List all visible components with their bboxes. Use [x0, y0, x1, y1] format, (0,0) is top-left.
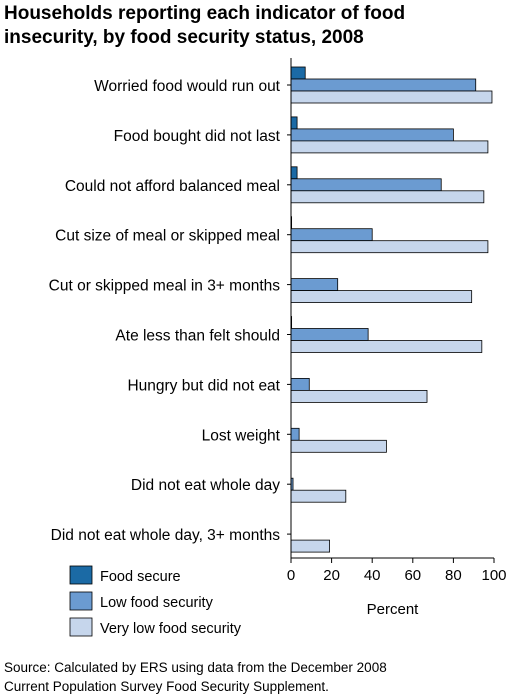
legend-label: Very low food security [100, 621, 242, 637]
bar-chart: Worried food would run out Food bought di… [49, 58, 507, 637]
category-label: Ate less than felt should [115, 328, 280, 345]
source-note: Source: Calculated by ERS using data fro… [4, 658, 504, 696]
chart-title-line-1: Households reporting each indicator of f… [4, 3, 406, 24]
x-tick-label: 60 [404, 567, 421, 584]
legend: Food secure Low food security Very low foo… [69, 565, 242, 637]
x-tick-label: 100 [481, 567, 506, 584]
category-label: Did not eat whole day, 3+ months [51, 527, 281, 544]
bar-very-low-food-security [290, 90, 493, 104]
legend-label: Low food security [100, 595, 214, 611]
chart-title-line-2: insecurity, by food security status, 200… [4, 27, 364, 48]
bar-very-low-food-security [290, 489, 347, 503]
x-tick-label: 20 [323, 567, 340, 584]
category-label: Could not afford balanced meal [65, 178, 280, 195]
category-label: Did not eat whole day [131, 477, 280, 494]
source-line-2: Current Population Survey Food Security … [4, 679, 329, 694]
legend-swatch [69, 565, 93, 585]
x-tick-label: 80 [445, 567, 462, 584]
category-label: Worried food would run out [94, 78, 281, 95]
bar-low-food-security [290, 178, 442, 192]
bar-low-food-security [290, 328, 369, 341]
x-tick-label: 40 [364, 567, 381, 584]
bar-very-low-food-security [290, 389, 428, 403]
bar-very-low-food-security [290, 439, 387, 453]
bar-food-secure [290, 66, 306, 80]
category-label: Hungry but did not eat [127, 377, 280, 394]
bar-very-low-food-security [290, 290, 473, 304]
bar-very-low-food-security [290, 539, 330, 553]
x-tick-label: 0 [287, 567, 295, 584]
bars [290, 66, 493, 553]
chart-title: Households reporting each indicator of f… [4, 2, 504, 50]
bar-low-food-security [290, 427, 300, 441]
x-axis: 0 20 40 60 80 100 Percent [287, 58, 507, 618]
bar-low-food-security [290, 377, 310, 391]
bar-low-food-security [290, 128, 454, 142]
bar-very-low-food-security [290, 140, 489, 154]
category-label: Lost weight [202, 427, 281, 444]
bar-low-food-security [290, 228, 373, 242]
legend-swatch [69, 591, 93, 611]
bar-food-secure [290, 116, 298, 130]
category-label: Food bought did not last [114, 128, 281, 145]
category-labels: Worried food would run out Food bought di… [49, 78, 281, 544]
category-label: Cut size of meal or skipped meal [55, 228, 280, 245]
bar-very-low-food-security [290, 340, 483, 353]
bar-very-low-food-security [290, 240, 489, 254]
legend-swatch [69, 617, 93, 637]
source-line-1: Source: Calculated by ERS using data fro… [4, 660, 387, 675]
bar-low-food-security [290, 78, 477, 92]
bar-very-low-food-security [290, 190, 485, 204]
category-label: Cut or skipped meal in 3+ months [49, 278, 281, 295]
bar-food-secure [290, 166, 298, 180]
x-axis-label: Percent [367, 601, 420, 618]
bar-low-food-security [290, 278, 339, 292]
legend-label: Food secure [100, 569, 181, 585]
